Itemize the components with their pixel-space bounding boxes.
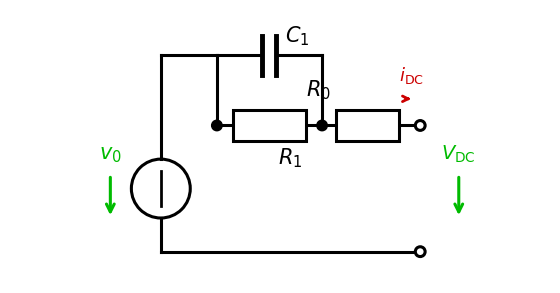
FancyBboxPatch shape bbox=[233, 110, 306, 141]
Text: $v_0$: $v_0$ bbox=[99, 145, 122, 166]
FancyBboxPatch shape bbox=[336, 110, 399, 141]
Circle shape bbox=[416, 120, 425, 130]
Text: $R_1$: $R_1$ bbox=[278, 146, 302, 170]
Text: $V_{\mathrm{DC}}$: $V_{\mathrm{DC}}$ bbox=[441, 144, 476, 166]
Text: $R_0$: $R_0$ bbox=[306, 78, 330, 102]
Circle shape bbox=[212, 120, 222, 131]
Text: $C_1$: $C_1$ bbox=[285, 24, 309, 47]
Text: $i_{\mathrm{DC}}$: $i_{\mathrm{DC}}$ bbox=[399, 65, 424, 86]
Circle shape bbox=[317, 120, 328, 131]
Circle shape bbox=[416, 247, 425, 257]
